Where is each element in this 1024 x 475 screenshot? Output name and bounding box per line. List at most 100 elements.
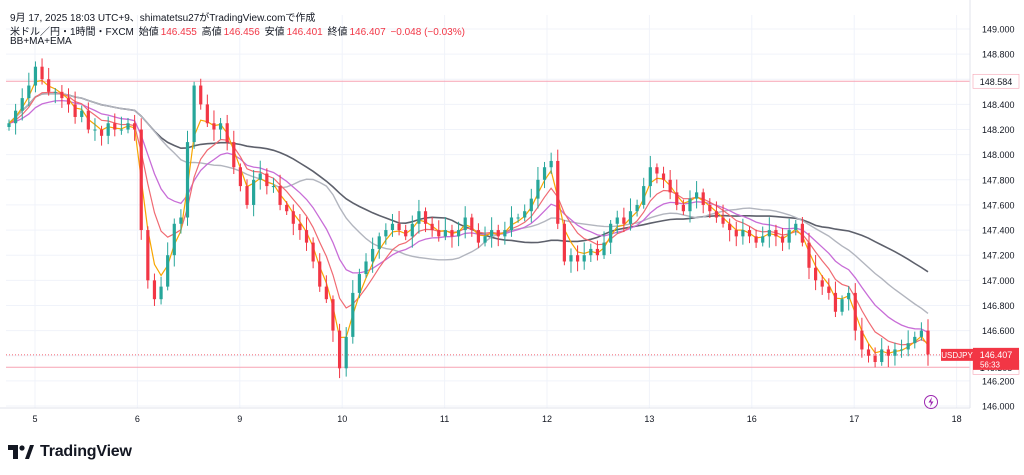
candle-body [278, 186, 282, 205]
candle-body [357, 274, 362, 293]
candle-body [40, 66, 44, 80]
candle-body [483, 236, 487, 243]
candle-body [404, 230, 408, 237]
candle-body [27, 85, 31, 99]
candle-body [866, 349, 871, 356]
candle-body [913, 336, 917, 344]
symbol-label: 米ドル／円・1時間・FXCM [10, 27, 134, 38]
time-axis: 5 6 9 10 11 12 13 16 17 18 [0, 407, 970, 424]
candle-body [701, 192, 705, 205]
candle-body [827, 286, 831, 293]
lightning-icon-bolt [928, 397, 934, 407]
low-label: 安値 [264, 27, 285, 38]
time-tick-label: 18 [952, 414, 962, 424]
candle-body [318, 261, 322, 287]
candle-body [205, 104, 209, 124]
candle-body [146, 230, 150, 281]
hline-price-tag [972, 73, 1020, 89]
hline-price-label: 148.584 [980, 77, 1013, 87]
candle-body [463, 217, 467, 231]
candle-body [575, 255, 580, 262]
candle-body [648, 167, 652, 187]
candle-body [192, 85, 196, 143]
candle-body [73, 104, 77, 117]
candle-body [542, 167, 547, 180]
candle-body [880, 349, 884, 363]
time-tick-label: 6 [135, 414, 140, 424]
candle-body [437, 230, 441, 237]
time-tick-label: 13 [644, 414, 654, 424]
candle-body [126, 123, 130, 130]
high-label: 高値 [201, 27, 222, 38]
candle-body [377, 236, 381, 249]
candle-body [529, 198, 533, 212]
candle-body [734, 230, 738, 237]
candle-body [853, 292, 857, 331]
candle-body [582, 255, 586, 262]
time-tick-label: 5 [32, 414, 37, 424]
candle-body [265, 173, 269, 187]
bb-line [8, 99, 929, 333]
candle-body [324, 286, 328, 300]
candle-body [747, 230, 752, 237]
candle-body [569, 255, 573, 262]
price-tick-label: 148.400 [982, 100, 1015, 110]
candle-body [688, 198, 692, 212]
time-tick-label: 11 [440, 414, 449, 424]
candle-body [820, 280, 824, 287]
indicator-legend[interactable]: BB+MA+EMA [10, 36, 74, 47]
horizontal-lines [6, 80, 970, 368]
price-tick-label: 146.000 [982, 402, 1015, 412]
candle-body [490, 230, 494, 237]
indicator-label[interactable]: BB+MA+EMA [10, 36, 72, 47]
candle-body [761, 236, 765, 243]
candle-body [655, 167, 659, 174]
candle-body [159, 286, 163, 300]
candle-body [893, 349, 897, 356]
candle-body [106, 123, 110, 136]
candle-body [179, 217, 183, 224]
price-tick-label: 147.000 [982, 276, 1015, 286]
candle-body [397, 223, 401, 231]
candle-body [20, 98, 24, 111]
price-tick-label: 148.200 [982, 125, 1015, 135]
price-tick-label: 149.000 [982, 25, 1015, 35]
candle-body [311, 242, 315, 262]
candle-body [337, 330, 342, 369]
candle-body [430, 223, 434, 231]
price-tick-label: 147.600 [982, 200, 1015, 210]
ma-light-line [8, 92, 929, 314]
candle-body [47, 79, 51, 92]
tradingview-logo[interactable]: TradingView [8, 441, 132, 463]
candle-body [53, 91, 57, 93]
candle-body [536, 179, 540, 199]
lightning-icon[interactable] [924, 395, 938, 409]
countdown-value: 56:33 [980, 360, 1001, 369]
last-price-value: 146.407 [980, 350, 1013, 360]
symbol-tag [941, 348, 973, 361]
price-tick-label: 147.800 [982, 175, 1015, 185]
open-label: 始値 [138, 27, 159, 38]
candle-body [602, 242, 606, 256]
candle-body [549, 160, 553, 168]
candle-body [271, 186, 276, 188]
candle-body [833, 292, 838, 312]
candle-body [304, 230, 309, 243]
last-price-tag [973, 347, 1019, 370]
candle-body [476, 230, 481, 243]
candle-body [675, 192, 679, 205]
candle-body [291, 211, 295, 224]
candle-body [60, 91, 64, 99]
candle-body [298, 223, 302, 231]
candle-body [721, 217, 725, 224]
candle-body [886, 349, 890, 356]
candle-body [509, 217, 514, 231]
candle-body [794, 223, 798, 231]
candle-body [285, 204, 289, 212]
candle-body [252, 179, 256, 205]
candle-body [450, 230, 454, 237]
timestamp-text: 9月 17, 2025 18:03 UTC+9、shimatetsu27がTra… [10, 13, 316, 24]
candle-body [807, 242, 811, 268]
